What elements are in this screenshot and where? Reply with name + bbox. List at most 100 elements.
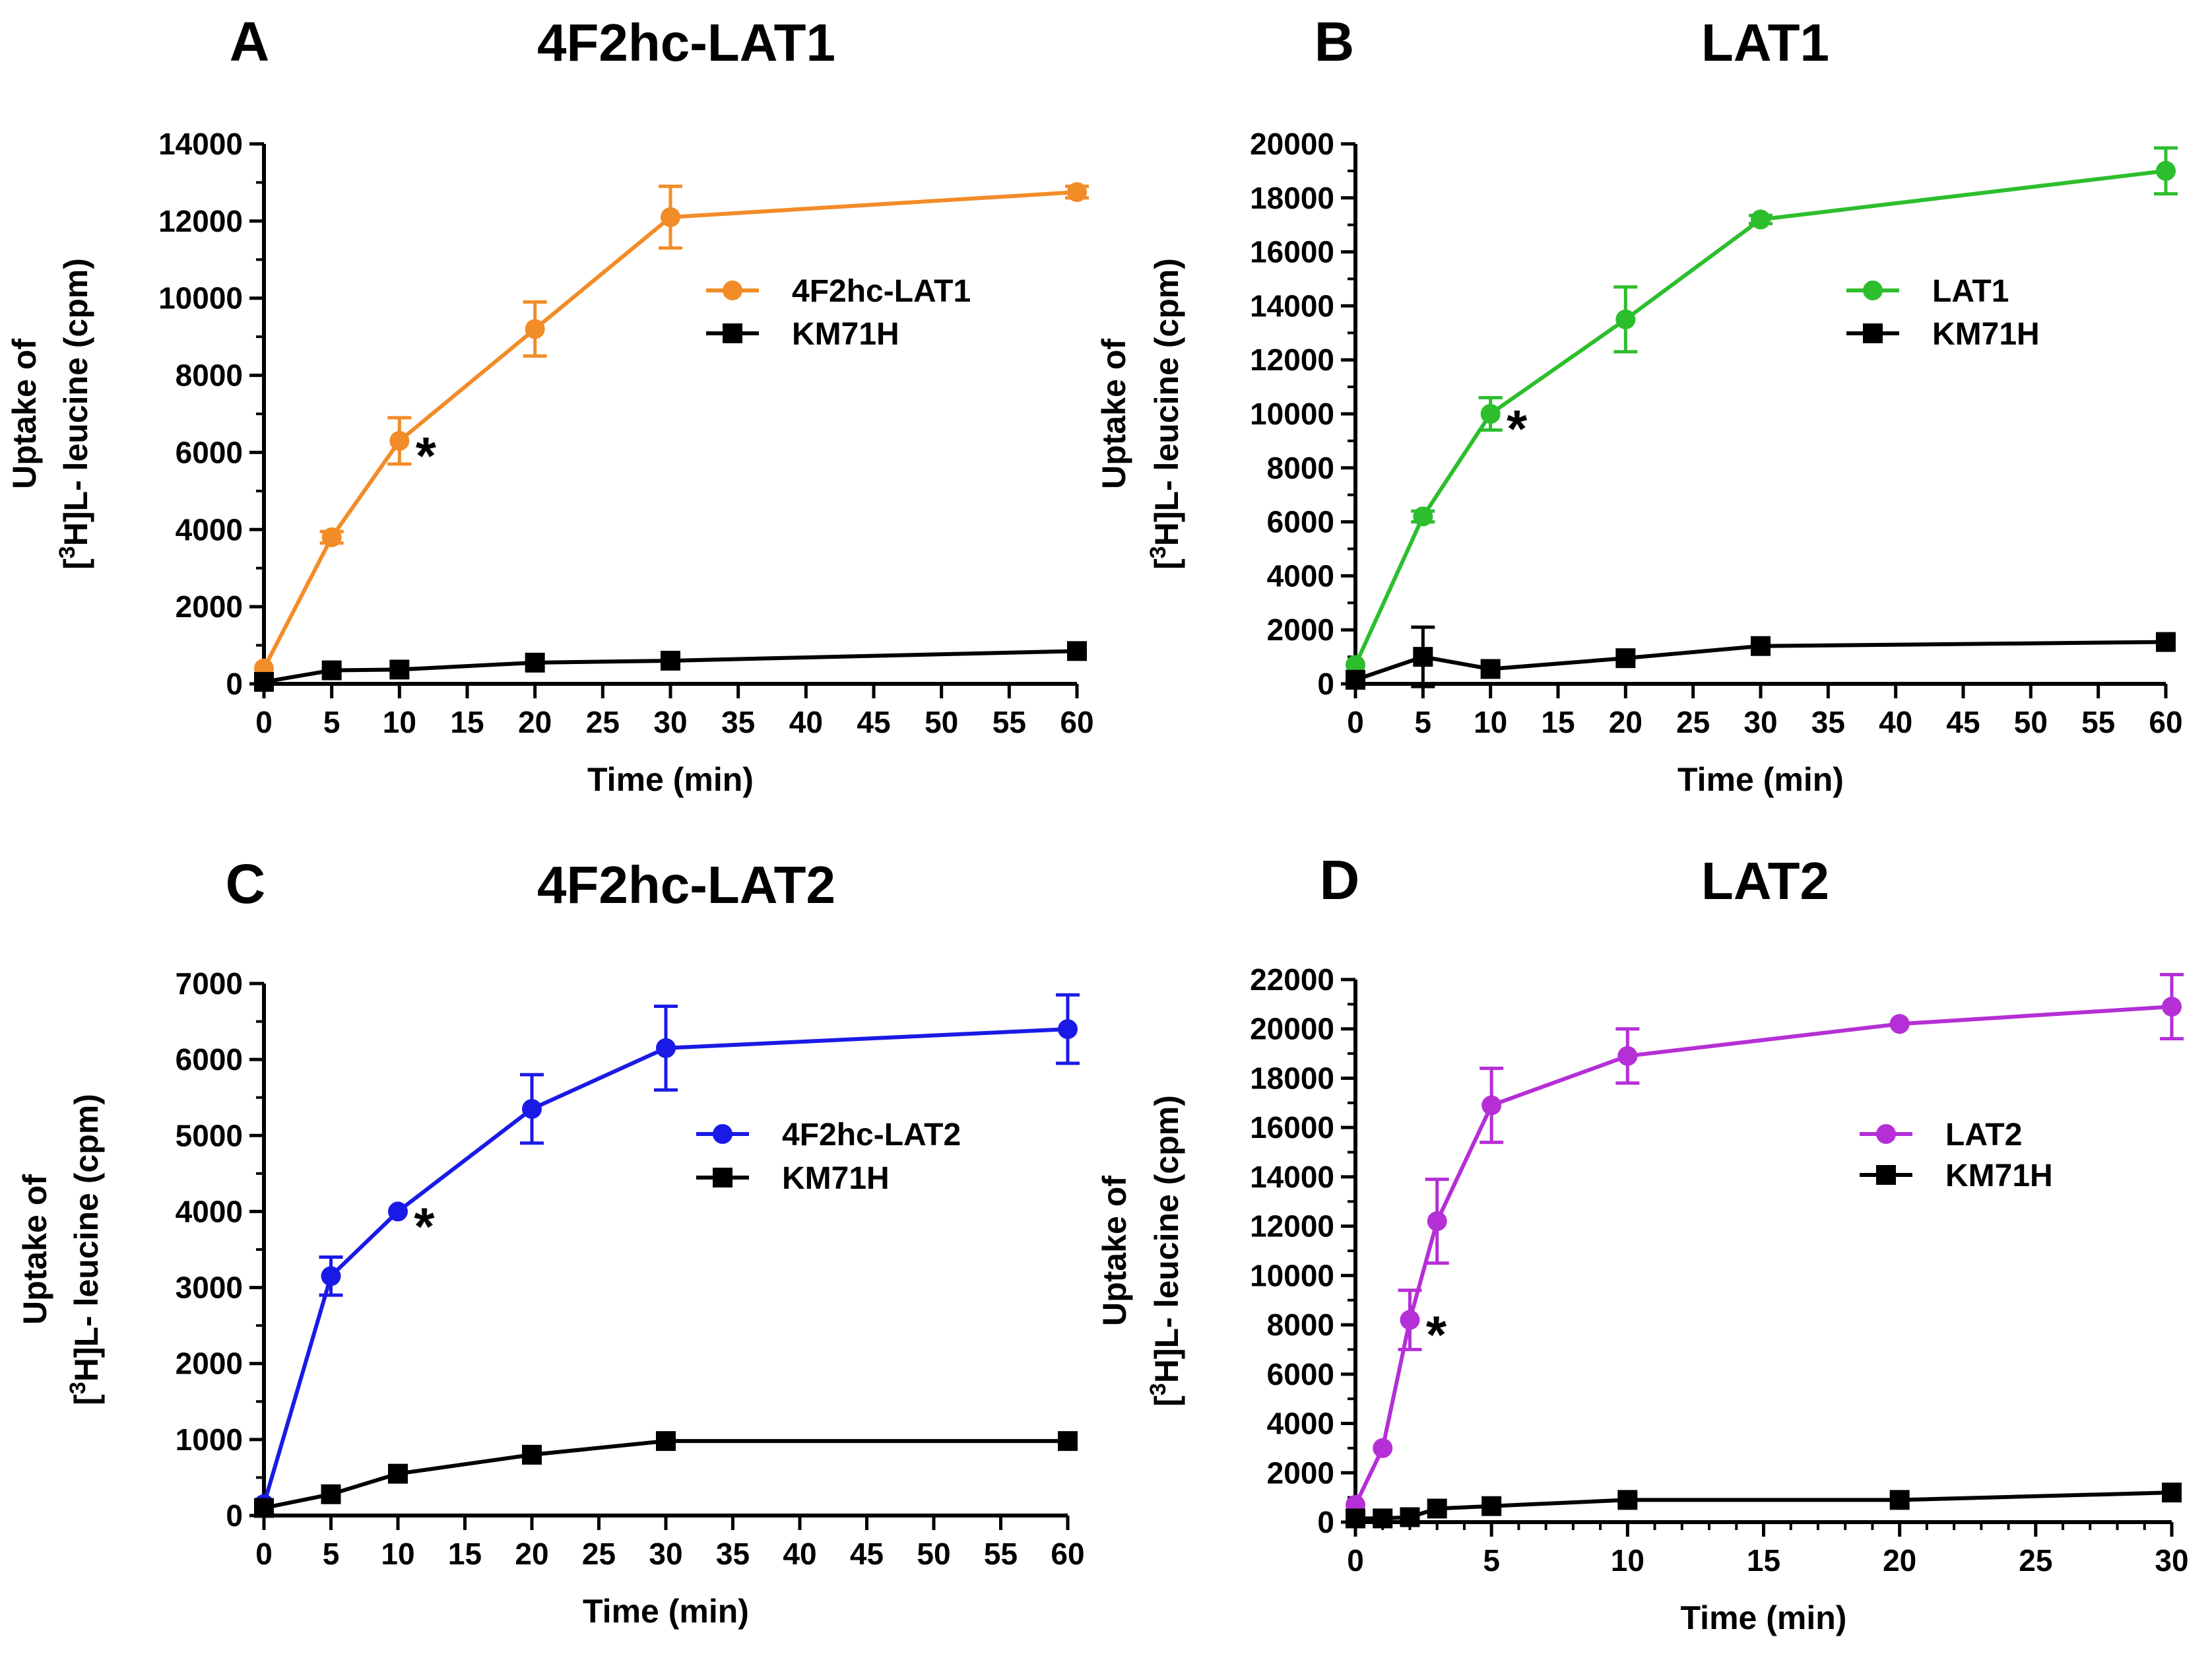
data-point <box>1346 1508 1365 1529</box>
y-tick-label: 18000 <box>1250 1061 1334 1095</box>
data-point <box>389 430 410 451</box>
data-point <box>389 659 410 680</box>
y-tick-label: 16000 <box>1250 1110 1334 1145</box>
data-point <box>522 1098 542 1119</box>
y-axis-title-bracket: [ <box>1148 558 1185 570</box>
data-point <box>2156 160 2176 181</box>
data-point <box>661 207 680 228</box>
data-point <box>1427 1498 1447 1519</box>
y-axis-title-bracket: [ <box>1148 1395 1185 1407</box>
y-tick-label: 6000 <box>176 435 243 469</box>
x-tick-label: 0 <box>1347 705 1364 739</box>
series-km71h: KM71H <box>254 317 1087 692</box>
x-tick-label: 30 <box>1743 705 1777 739</box>
data-point <box>1400 1507 1420 1527</box>
panel-title: LAT2 <box>1701 851 1829 910</box>
y-tick-label: 4000 <box>1267 558 1334 593</box>
x-axis-title: Time (min) <box>1677 761 1844 798</box>
data-point <box>388 1201 408 1222</box>
data-point <box>321 527 342 547</box>
x-tick-label: 15 <box>1541 705 1575 739</box>
y-tick-label: 6000 <box>1267 505 1334 539</box>
x-tick-label: 55 <box>992 705 1026 739</box>
data-point <box>1751 209 1771 230</box>
data-point <box>321 660 342 681</box>
data-point <box>1346 669 1365 690</box>
data-point <box>321 1266 341 1286</box>
x-tick-label: 5 <box>323 1537 340 1571</box>
y-tick-label: 20000 <box>1250 1012 1334 1046</box>
data-point <box>656 1038 676 1058</box>
y-tick-label: 12000 <box>1250 1209 1334 1244</box>
x-tick-label: 50 <box>2014 705 2048 739</box>
y-axis-title-text: H]L- leucine (cpm) <box>57 258 94 546</box>
data-point <box>1617 1046 1638 1066</box>
y-tick-label: 10000 <box>158 281 243 316</box>
y-tick-label: 10000 <box>1250 1258 1334 1292</box>
y-tick-label: 14000 <box>1250 1160 1334 1194</box>
x-tick-label: 25 <box>1676 705 1710 739</box>
legend-label: LAT1 <box>1932 274 2009 309</box>
legend-marker <box>713 1168 732 1187</box>
x-tick-label: 30 <box>2155 1543 2188 1578</box>
data-point <box>525 652 545 673</box>
data-point <box>1481 1095 1502 1116</box>
chart-panel-c: C 4F2hc-LAT2 0 1000 2000 3000 4000 5000 6000 7000… <box>16 853 1085 1630</box>
x-tick-label: 40 <box>1879 705 1912 739</box>
x-tick-label: 45 <box>857 705 890 739</box>
panel-title: 4F2hc-LAT2 <box>537 855 835 914</box>
x-tick-label: 60 <box>1060 705 1093 739</box>
chart-panel-b: B LAT1 0 2000 4000 6000 8000 10000 12000 14000 160… <box>1095 11 2183 798</box>
y-tick-label: 7000 <box>176 966 243 1001</box>
y-tick-label: 14000 <box>158 127 243 161</box>
data-point <box>1067 182 1087 203</box>
data-point <box>1617 1490 1638 1510</box>
data-point <box>388 1463 408 1484</box>
x-tick-label: 25 <box>582 1537 616 1571</box>
x-tick-label: 20 <box>515 1537 548 1571</box>
legend-label: KM71H <box>782 1161 890 1196</box>
data-point <box>1480 659 1501 679</box>
y-tick-label: 14000 <box>1250 288 1334 323</box>
series-lat1: LAT1 <box>1346 146 2178 675</box>
data-point <box>1373 1508 1393 1529</box>
panel-letter: B <box>1315 11 1355 73</box>
y-axis-title-superscript: 3 <box>1146 1383 1171 1395</box>
series-km71h: KM71H <box>254 1161 1078 1518</box>
y-tick-label: 10000 <box>1250 397 1334 431</box>
significance-asterisk: * <box>1507 399 1528 458</box>
series-line <box>1353 168 2166 666</box>
x-tick-label: 5 <box>1483 1543 1500 1578</box>
y-tick-label: 18000 <box>1250 181 1334 215</box>
data-point <box>1889 1490 1910 1510</box>
x-tick-label: 15 <box>448 1537 482 1571</box>
y-axis-title-line1: Uptake of <box>6 339 43 489</box>
significance-asterisk: * <box>1426 1306 1447 1364</box>
y-tick-label: 4000 <box>176 1194 243 1228</box>
data-point <box>1615 648 1636 669</box>
significance-asterisk: * <box>416 426 437 485</box>
x-tick-label: 50 <box>917 1537 950 1571</box>
y-axis-title-text: H]L- leucine (cpm) <box>68 1094 105 1382</box>
y-tick-label: 16000 <box>1250 235 1334 269</box>
legend-label: KM71H <box>1932 317 2040 352</box>
y-tick-label: 0 <box>226 667 243 701</box>
x-tick-label: 10 <box>1474 705 1507 739</box>
x-tick-label: 35 <box>721 705 755 739</box>
y-tick-label: 1000 <box>176 1422 243 1457</box>
x-tick-label: 25 <box>586 705 620 739</box>
y-tick-label: 3000 <box>176 1271 243 1305</box>
x-axis-title: Time (min) <box>1681 1599 1847 1636</box>
y-tick-label: 8000 <box>1267 1308 1334 1342</box>
legend-label: LAT2 <box>1945 1118 2022 1152</box>
x-tick-label: 0 <box>255 705 273 739</box>
y-tick-label: 20000 <box>1250 127 1334 161</box>
y-tick-label: 8000 <box>1267 451 1334 485</box>
data-point <box>661 650 680 671</box>
panel-letter: C <box>226 853 266 915</box>
legend-marker <box>1876 1165 1896 1185</box>
x-tick-label: 20 <box>1883 1543 1916 1578</box>
legend-label: KM71H <box>792 317 899 352</box>
y-axis-title-line1: Uptake of <box>16 1174 53 1325</box>
x-tick-label: 20 <box>518 705 552 739</box>
